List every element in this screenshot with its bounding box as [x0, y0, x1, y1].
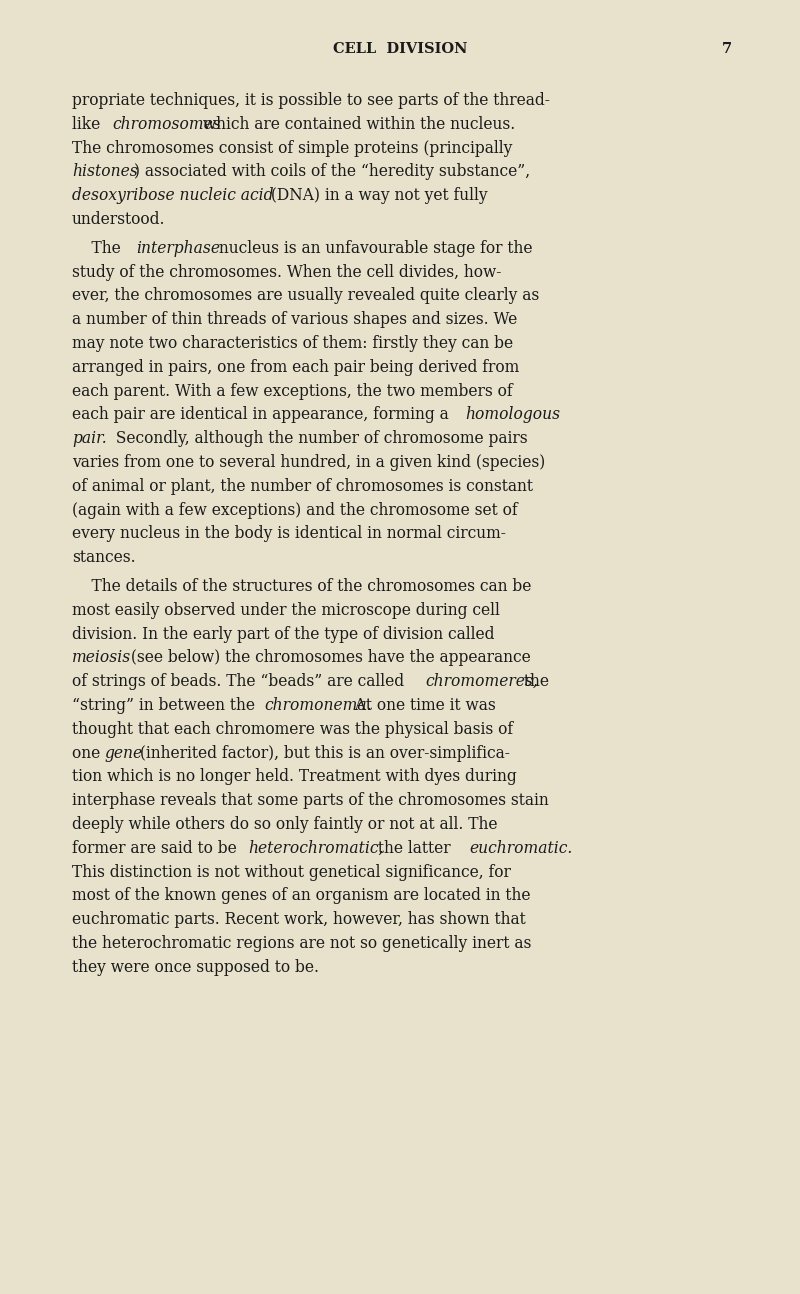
Text: 7: 7 [722, 41, 732, 56]
Text: At one time it was: At one time it was [350, 697, 496, 714]
Text: chromosomes: chromosomes [112, 115, 221, 133]
Text: the latter: the latter [373, 840, 455, 857]
Text: of animal or plant, the number of chromosomes is constant: of animal or plant, the number of chromo… [72, 477, 533, 494]
Text: of strings of beads. The “beads” are called: of strings of beads. The “beads” are cal… [72, 673, 409, 690]
Text: The chromosomes consist of simple proteins (principally: The chromosomes consist of simple protei… [72, 140, 512, 157]
Text: ) associated with coils of the “heredity substance”,: ) associated with coils of the “heredity… [134, 163, 530, 180]
Text: “string” in between the: “string” in between the [72, 697, 260, 714]
Text: thought that each chromomere was the physical basis of: thought that each chromomere was the phy… [72, 721, 513, 738]
Text: deeply while others do so only faintly or not at all. The: deeply while others do so only faintly o… [72, 817, 498, 833]
Text: interphase: interphase [136, 239, 220, 256]
Text: Secondly, although the number of chromosome pairs: Secondly, although the number of chromos… [111, 430, 527, 448]
Text: chromonema.: chromonema. [265, 697, 372, 714]
Text: (DNA) in a way not yet fully: (DNA) in a way not yet fully [266, 188, 488, 204]
Text: (see below) the chromosomes have the appearance: (see below) the chromosomes have the app… [126, 650, 531, 666]
Text: former are said to be: former are said to be [72, 840, 242, 857]
Text: most easily observed under the microscope during cell: most easily observed under the microscop… [72, 602, 500, 619]
Text: ever, the chromosomes are usually revealed quite clearly as: ever, the chromosomes are usually reveal… [72, 287, 539, 304]
Text: understood.: understood. [72, 211, 166, 228]
Text: (inherited factor), but this is an over-simplifica-: (inherited factor), but this is an over-… [135, 744, 510, 762]
Text: most of the known genes of an organism are located in the: most of the known genes of an organism a… [72, 888, 530, 905]
Text: This distinction is not without genetical significance, for: This distinction is not without genetica… [72, 863, 511, 881]
Text: a number of thin threads of various shapes and sizes. We: a number of thin threads of various shap… [72, 311, 518, 329]
Text: (again with a few exceptions) and the chromosome set of: (again with a few exceptions) and the ch… [72, 502, 518, 519]
Text: interphase reveals that some parts of the chromosomes stain: interphase reveals that some parts of th… [72, 792, 549, 809]
Text: histones: histones [72, 163, 138, 180]
Text: division. In the early part of the type of division called: division. In the early part of the type … [72, 625, 494, 643]
Text: tion which is no longer held. Treatment with dyes during: tion which is no longer held. Treatment … [72, 769, 517, 785]
Text: pair.: pair. [72, 430, 106, 448]
Text: homologous: homologous [466, 406, 561, 423]
Text: each pair are identical in appearance, forming a: each pair are identical in appearance, f… [72, 406, 454, 423]
Text: The: The [72, 239, 126, 256]
Text: which are contained within the nucleus.: which are contained within the nucleus. [198, 115, 515, 133]
Text: the: the [518, 673, 549, 690]
Text: like: like [72, 115, 105, 133]
Text: euchromatic parts. Recent work, however, has shown that: euchromatic parts. Recent work, however,… [72, 911, 526, 928]
Text: varies from one to several hundred, in a given kind (species): varies from one to several hundred, in a… [72, 454, 546, 471]
Text: arranged in pairs, one from each pair being derived from: arranged in pairs, one from each pair be… [72, 358, 519, 375]
Text: desoxyribose nucleic acid: desoxyribose nucleic acid [72, 188, 274, 204]
Text: they were once supposed to be.: they were once supposed to be. [72, 959, 319, 976]
Text: may note two characteristics of them: firstly they can be: may note two characteristics of them: fi… [72, 335, 513, 352]
Text: every nucleus in the body is identical in normal circum-: every nucleus in the body is identical i… [72, 525, 506, 542]
Text: euchromatic.: euchromatic. [470, 840, 573, 857]
Text: The details of the structures of the chromosomes can be: The details of the structures of the chr… [72, 578, 531, 595]
Text: stances.: stances. [72, 549, 136, 567]
Text: the heterochromatic regions are not so genetically inert as: the heterochromatic regions are not so g… [72, 936, 531, 952]
Text: gene: gene [104, 744, 142, 762]
Text: nucleus is an unfavourable stage for the: nucleus is an unfavourable stage for the [214, 239, 533, 256]
Text: heterochromatic,: heterochromatic, [249, 840, 384, 857]
Text: meiosis: meiosis [72, 650, 131, 666]
Text: propriate techniques, it is possible to see parts of the thread-: propriate techniques, it is possible to … [72, 92, 550, 109]
Text: chromomeres,: chromomeres, [425, 673, 538, 690]
Text: study of the chromosomes. When the cell divides, how-: study of the chromosomes. When the cell … [72, 264, 502, 281]
Text: one: one [72, 744, 105, 762]
Text: each parent. With a few exceptions, the two members of: each parent. With a few exceptions, the … [72, 383, 513, 400]
Text: CELL  DIVISION: CELL DIVISION [333, 41, 467, 56]
